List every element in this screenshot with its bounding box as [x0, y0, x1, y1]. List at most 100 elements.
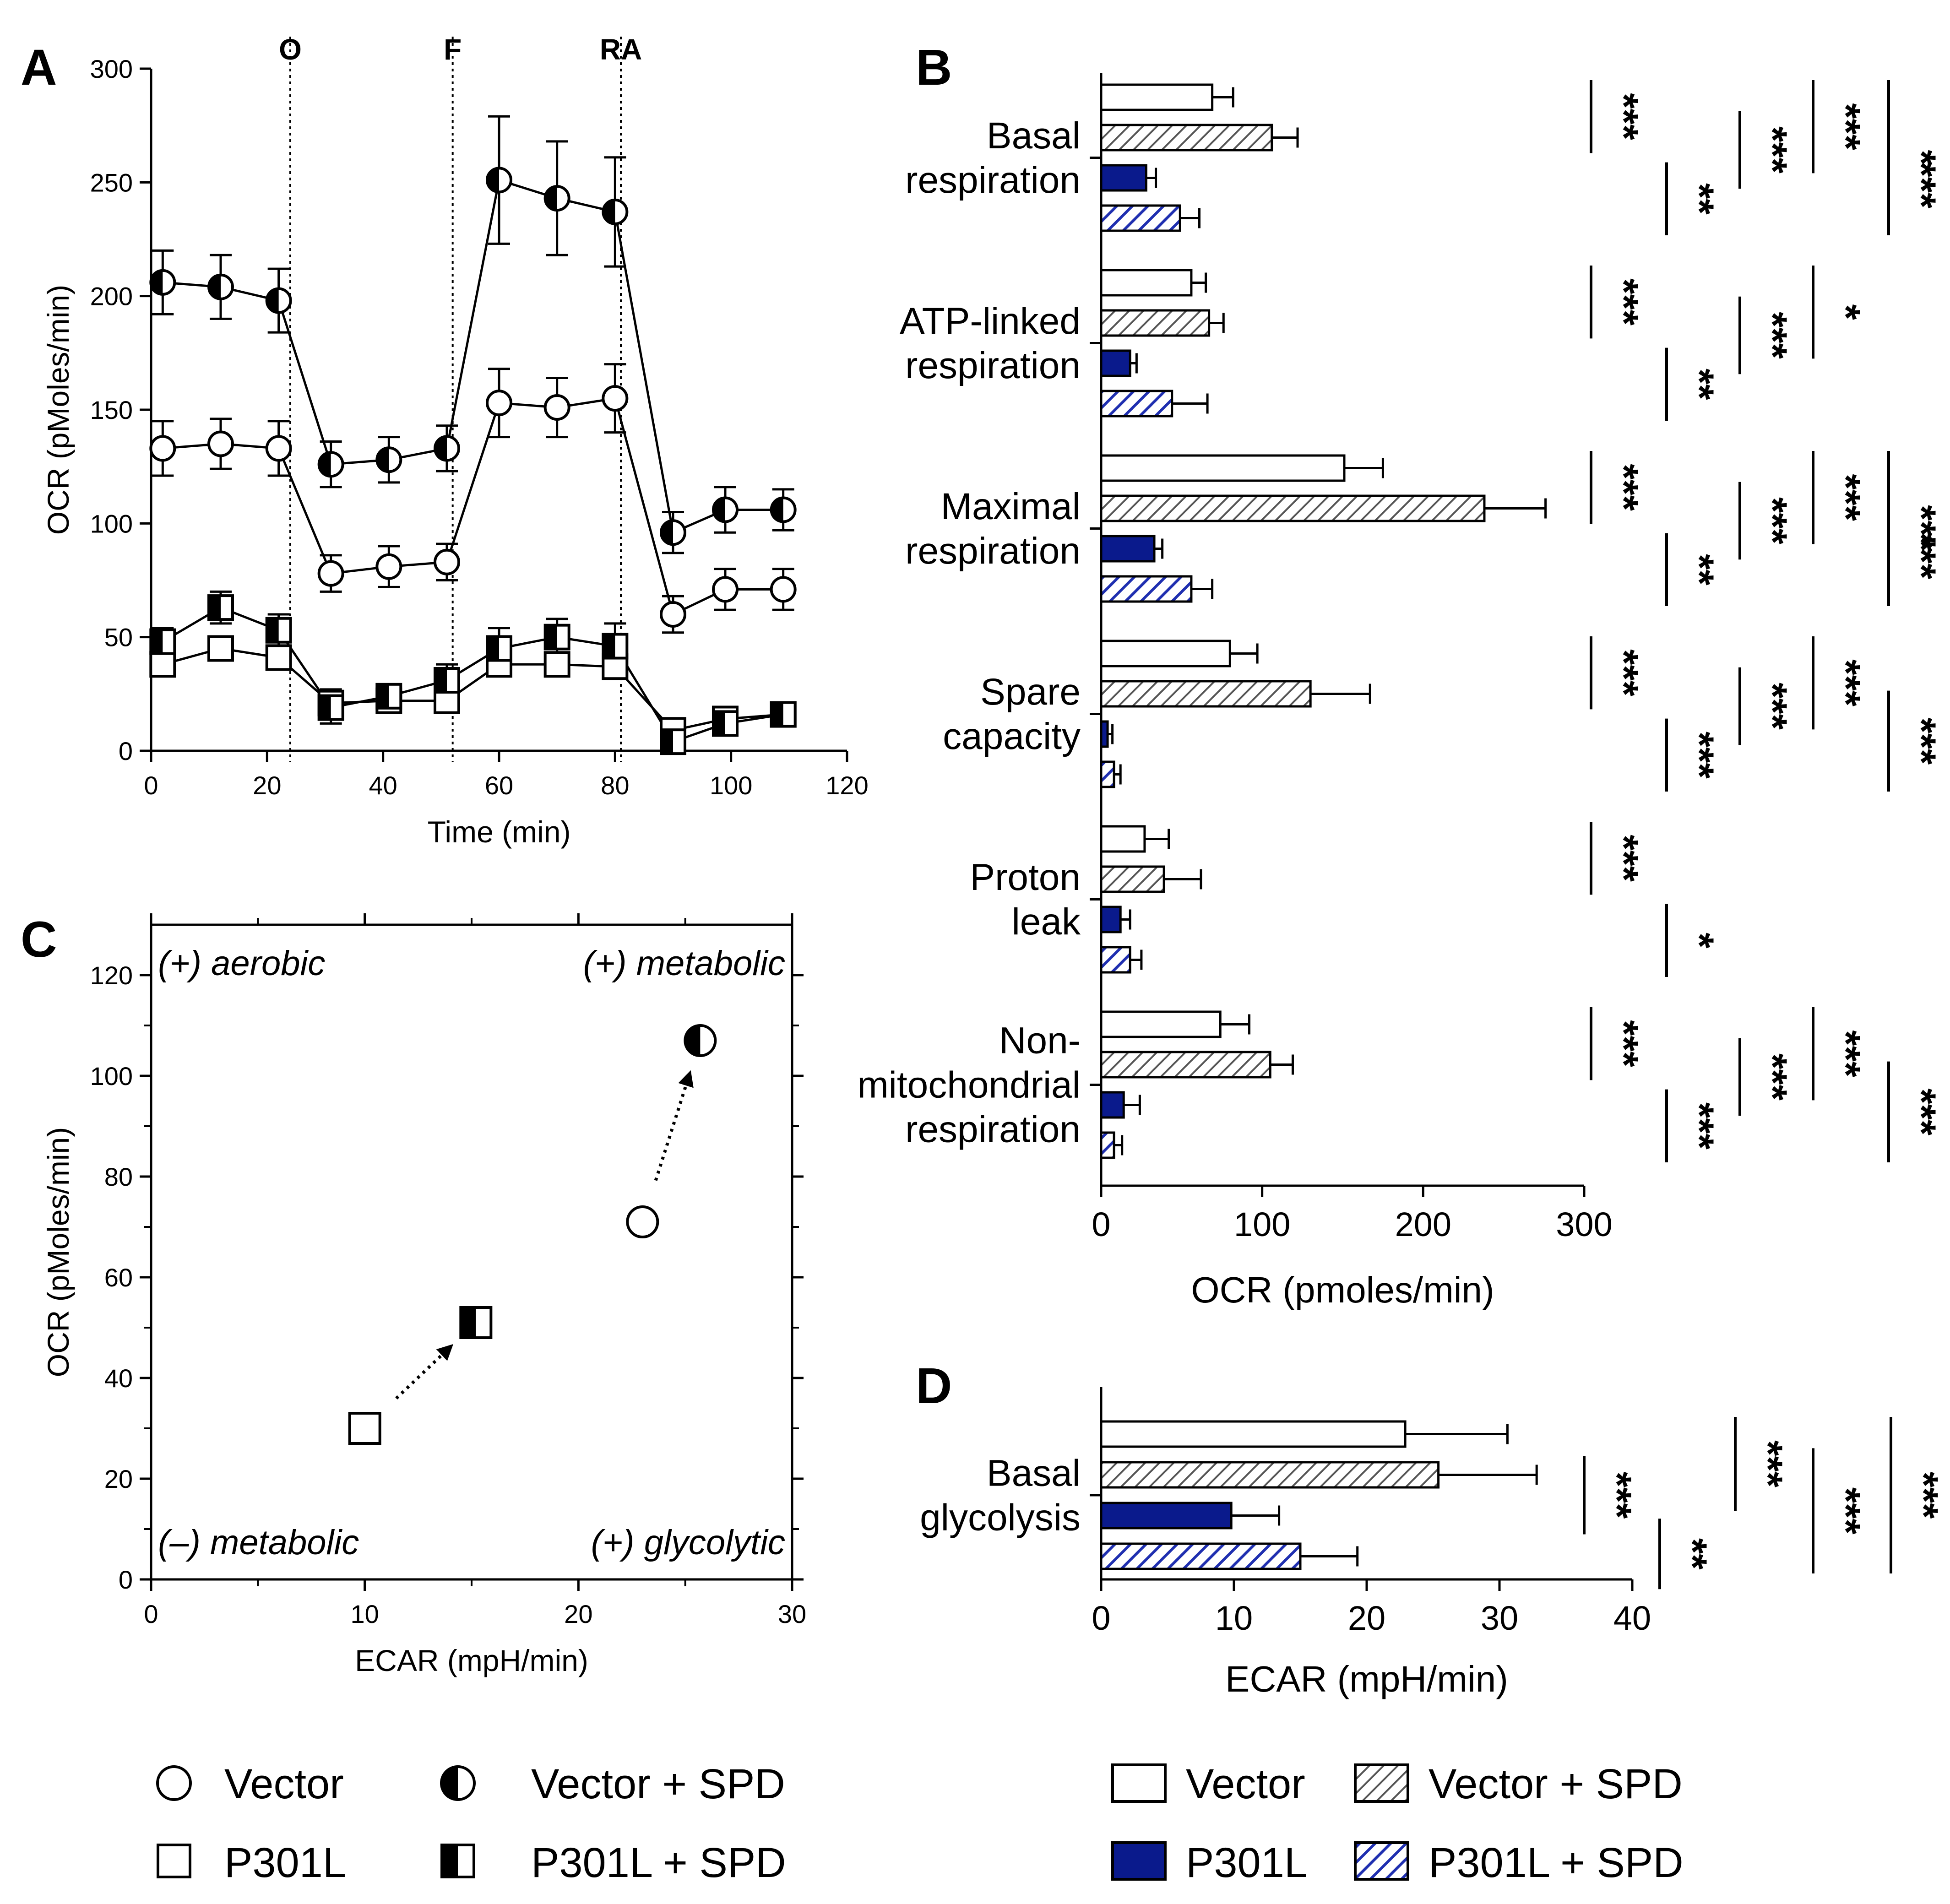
data-point-fill — [713, 711, 725, 736]
y-tick-label: 80 — [104, 1162, 133, 1191]
data-point-fill — [545, 186, 557, 211]
significance-label: *** — [1602, 464, 1647, 511]
injection-label: RA — [600, 33, 642, 66]
bar — [1100, 640, 1231, 667]
x-axis-title: ECAR (mpH/min) — [1225, 1659, 1508, 1699]
panel-c-energy-map: 0 20 40 60 80 100 120 0 10 20 30 ECAR (mpH/min) OCR … — [41, 913, 806, 1677]
data-point — [602, 385, 629, 412]
data-point — [434, 548, 460, 575]
significance-label: ** — [1677, 183, 1722, 215]
significance-label: *** — [1750, 126, 1796, 174]
data-point-fill — [266, 618, 279, 642]
scatter-point-fill — [685, 1025, 701, 1056]
x-tick-label: 100 — [1234, 1205, 1290, 1243]
data-point — [265, 644, 292, 671]
category-label: Proton — [970, 857, 1081, 898]
legend-bar-vector-label: Vector — [1186, 1761, 1305, 1807]
category-label: Basal — [987, 1453, 1081, 1494]
significance-label: *** — [1750, 312, 1796, 359]
legend-vector-circle-icon — [156, 1765, 192, 1801]
x-axis-title: OCR (pmoles/min) — [1191, 1269, 1494, 1310]
data-point-fill — [545, 625, 557, 649]
y-tick-label: 300 — [90, 54, 133, 83]
shift-arrow — [654, 1070, 694, 1181]
significance-label: * — [1824, 304, 1869, 320]
y-tick-label: 200 — [90, 282, 133, 311]
legend-vector-spd-label: Vector + SPD — [531, 1761, 785, 1807]
bar — [1100, 1091, 1125, 1119]
x-tick-label: 10 — [1215, 1599, 1253, 1637]
data-point-fill — [266, 288, 279, 313]
x-tick-label: 0 — [144, 771, 158, 800]
bar — [1100, 494, 1486, 522]
data-point — [712, 576, 739, 603]
data-point-fill — [487, 168, 499, 192]
y-tick-label: 60 — [104, 1263, 133, 1292]
bar — [1100, 1051, 1271, 1079]
category-label: respiration — [905, 1109, 1081, 1150]
injection-label: F — [444, 33, 462, 66]
scatter-point — [626, 1205, 659, 1238]
x-tick-label: 300 — [1556, 1205, 1612, 1243]
bar — [1100, 946, 1131, 974]
significance-label: *** — [1899, 1088, 1945, 1135]
x-tick-label: 40 — [369, 771, 397, 800]
bar — [1100, 825, 1146, 853]
x-tick-label: 0 — [144, 1600, 158, 1628]
significance-label: *** — [1595, 1472, 1640, 1519]
panel-label-a: A — [21, 39, 57, 96]
legend-bar-p301l-spd-label: P301L + SPD — [1429, 1839, 1684, 1886]
category-label: leak — [1012, 901, 1081, 943]
significance-label: *** — [1602, 1020, 1647, 1067]
bar — [1100, 390, 1173, 418]
x-tick-label: 30 — [778, 1600, 806, 1628]
bar — [1100, 269, 1193, 297]
significance-label: * — [1677, 933, 1722, 949]
data-point — [207, 430, 234, 457]
bar — [1100, 454, 1346, 482]
data-point — [770, 576, 797, 603]
significance-label: ** — [1670, 1538, 1716, 1570]
significance-label: *** — [1824, 1030, 1869, 1077]
bar — [1100, 680, 1312, 708]
quadrant-top-left: (+) aerobic — [158, 944, 325, 983]
significance-label: ** — [1677, 554, 1722, 586]
legend-vector-spd-swatch — [1354, 1763, 1409, 1803]
significance-label: *** — [1899, 161, 1945, 208]
x-tick-label: 10 — [351, 1600, 379, 1628]
bar — [1100, 1461, 1440, 1489]
data-point-fill — [661, 730, 673, 754]
significance-label: *** — [1602, 93, 1647, 140]
injection-label: O — [279, 33, 302, 66]
bar — [1100, 906, 1122, 933]
significance-label: *** — [1750, 683, 1796, 730]
category-label: capacity — [943, 716, 1081, 757]
panel-a-ocr-timecourse: 0 50 100 150 200 250 300 0 20 40 60 80 100 120 Time (m… — [41, 33, 869, 849]
legend-bar-vector-spd-label: Vector + SPD — [1429, 1761, 1683, 1807]
data-point-fill — [771, 498, 783, 522]
significance-label: *** — [1824, 1487, 1869, 1535]
significance-label: ** — [1677, 369, 1722, 400]
significance-label: *** — [1899, 717, 1945, 765]
panel-label-b: B — [916, 39, 952, 96]
y-tick-label: 100 — [90, 509, 133, 538]
bar — [1100, 1542, 1302, 1570]
data-point — [543, 651, 570, 678]
data-point-fill — [377, 448, 389, 472]
quadrant-bottom-right: (+) glycolytic — [591, 1523, 785, 1562]
bar — [1100, 83, 1214, 111]
significance-label: *** — [1899, 505, 1945, 552]
y-axis-title: OCR (pMoles/min) — [41, 285, 75, 535]
series-line — [162, 606, 784, 743]
legend-bar-p301l-label: P301L — [1186, 1839, 1308, 1886]
data-point-fill — [713, 498, 725, 522]
bar — [1100, 720, 1109, 748]
y-axis-title: OCR (pMoles/min) — [41, 1127, 75, 1377]
category-label: respiration — [905, 159, 1081, 201]
category-label: glycolysis — [920, 1497, 1081, 1539]
data-point-fill — [209, 275, 221, 299]
data-point-fill — [319, 452, 331, 477]
legend-p301l-square-icon — [157, 1844, 191, 1878]
data-point — [375, 553, 402, 580]
